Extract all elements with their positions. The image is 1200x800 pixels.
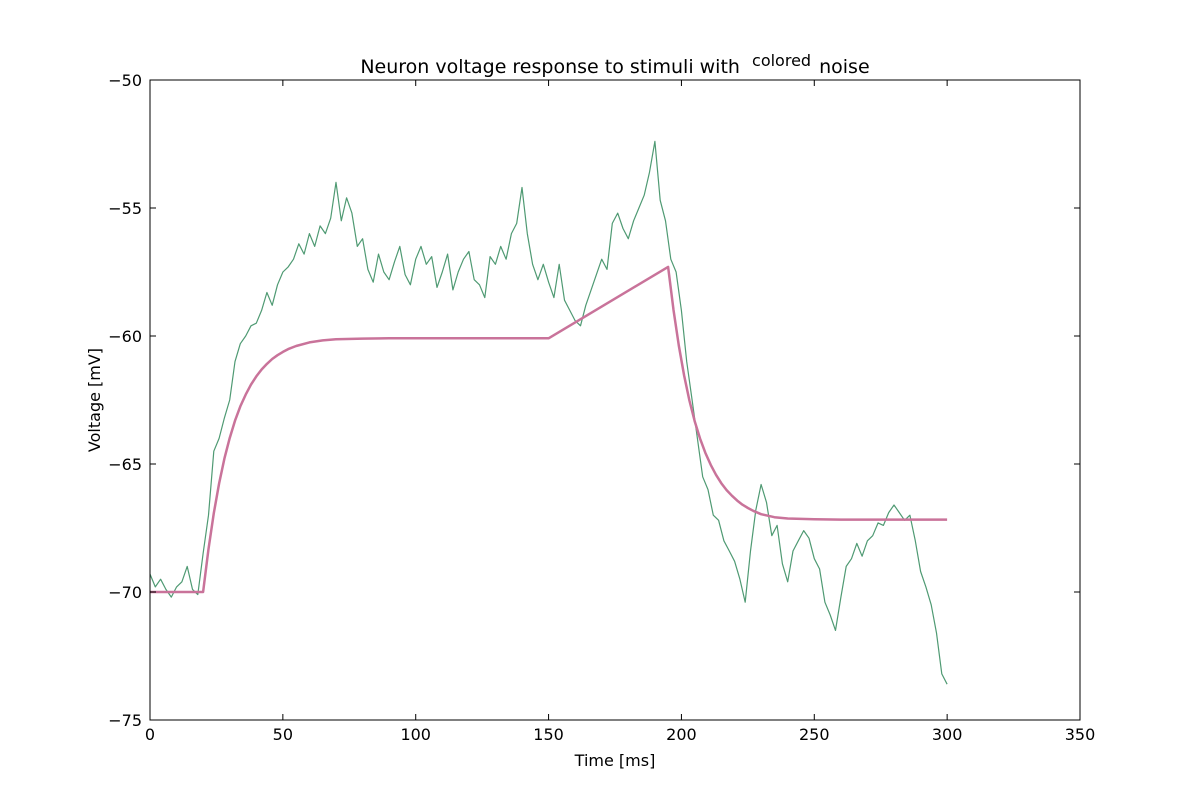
series-line-noisy [149, 140, 948, 685]
x-tick-label: 250 [799, 725, 830, 744]
y-tick-label: −75 [108, 711, 142, 730]
axis-ticks: 0 50 100 150 200 250 300 350 −75 −70 −65 −60 −55 −50 [108, 71, 1095, 744]
y-axis-label: Voltage [mV] [85, 348, 104, 452]
y-tick-label: −70 [108, 583, 142, 602]
y-tick-label: −50 [108, 71, 142, 90]
x-tick-label: 350 [1065, 725, 1096, 744]
plot-area [149, 140, 948, 685]
y-tick-label: −55 [108, 199, 142, 218]
chart-title-superscript: colored [752, 51, 811, 70]
axes-frame [149, 79, 1081, 721]
y-tick-label: −65 [108, 455, 142, 474]
series-line-smooth [150, 265, 948, 594]
chart-title: Neuron voltage response to stimuli with … [360, 49, 869, 78]
x-tick-label: 0 [145, 725, 155, 744]
chart-title-prefix: Neuron voltage response to stimuli with [360, 56, 740, 78]
y-tick-label: −60 [108, 327, 142, 346]
x-tick-label: 100 [400, 725, 431, 744]
x-tick-label: 200 [666, 725, 697, 744]
x-axis-label: Time [ms] [574, 751, 656, 770]
x-tick-label: 300 [932, 725, 963, 744]
x-tick-label: 50 [273, 725, 293, 744]
chart-title-suffix: noise [819, 56, 870, 78]
x-tick-label: 150 [533, 725, 564, 744]
